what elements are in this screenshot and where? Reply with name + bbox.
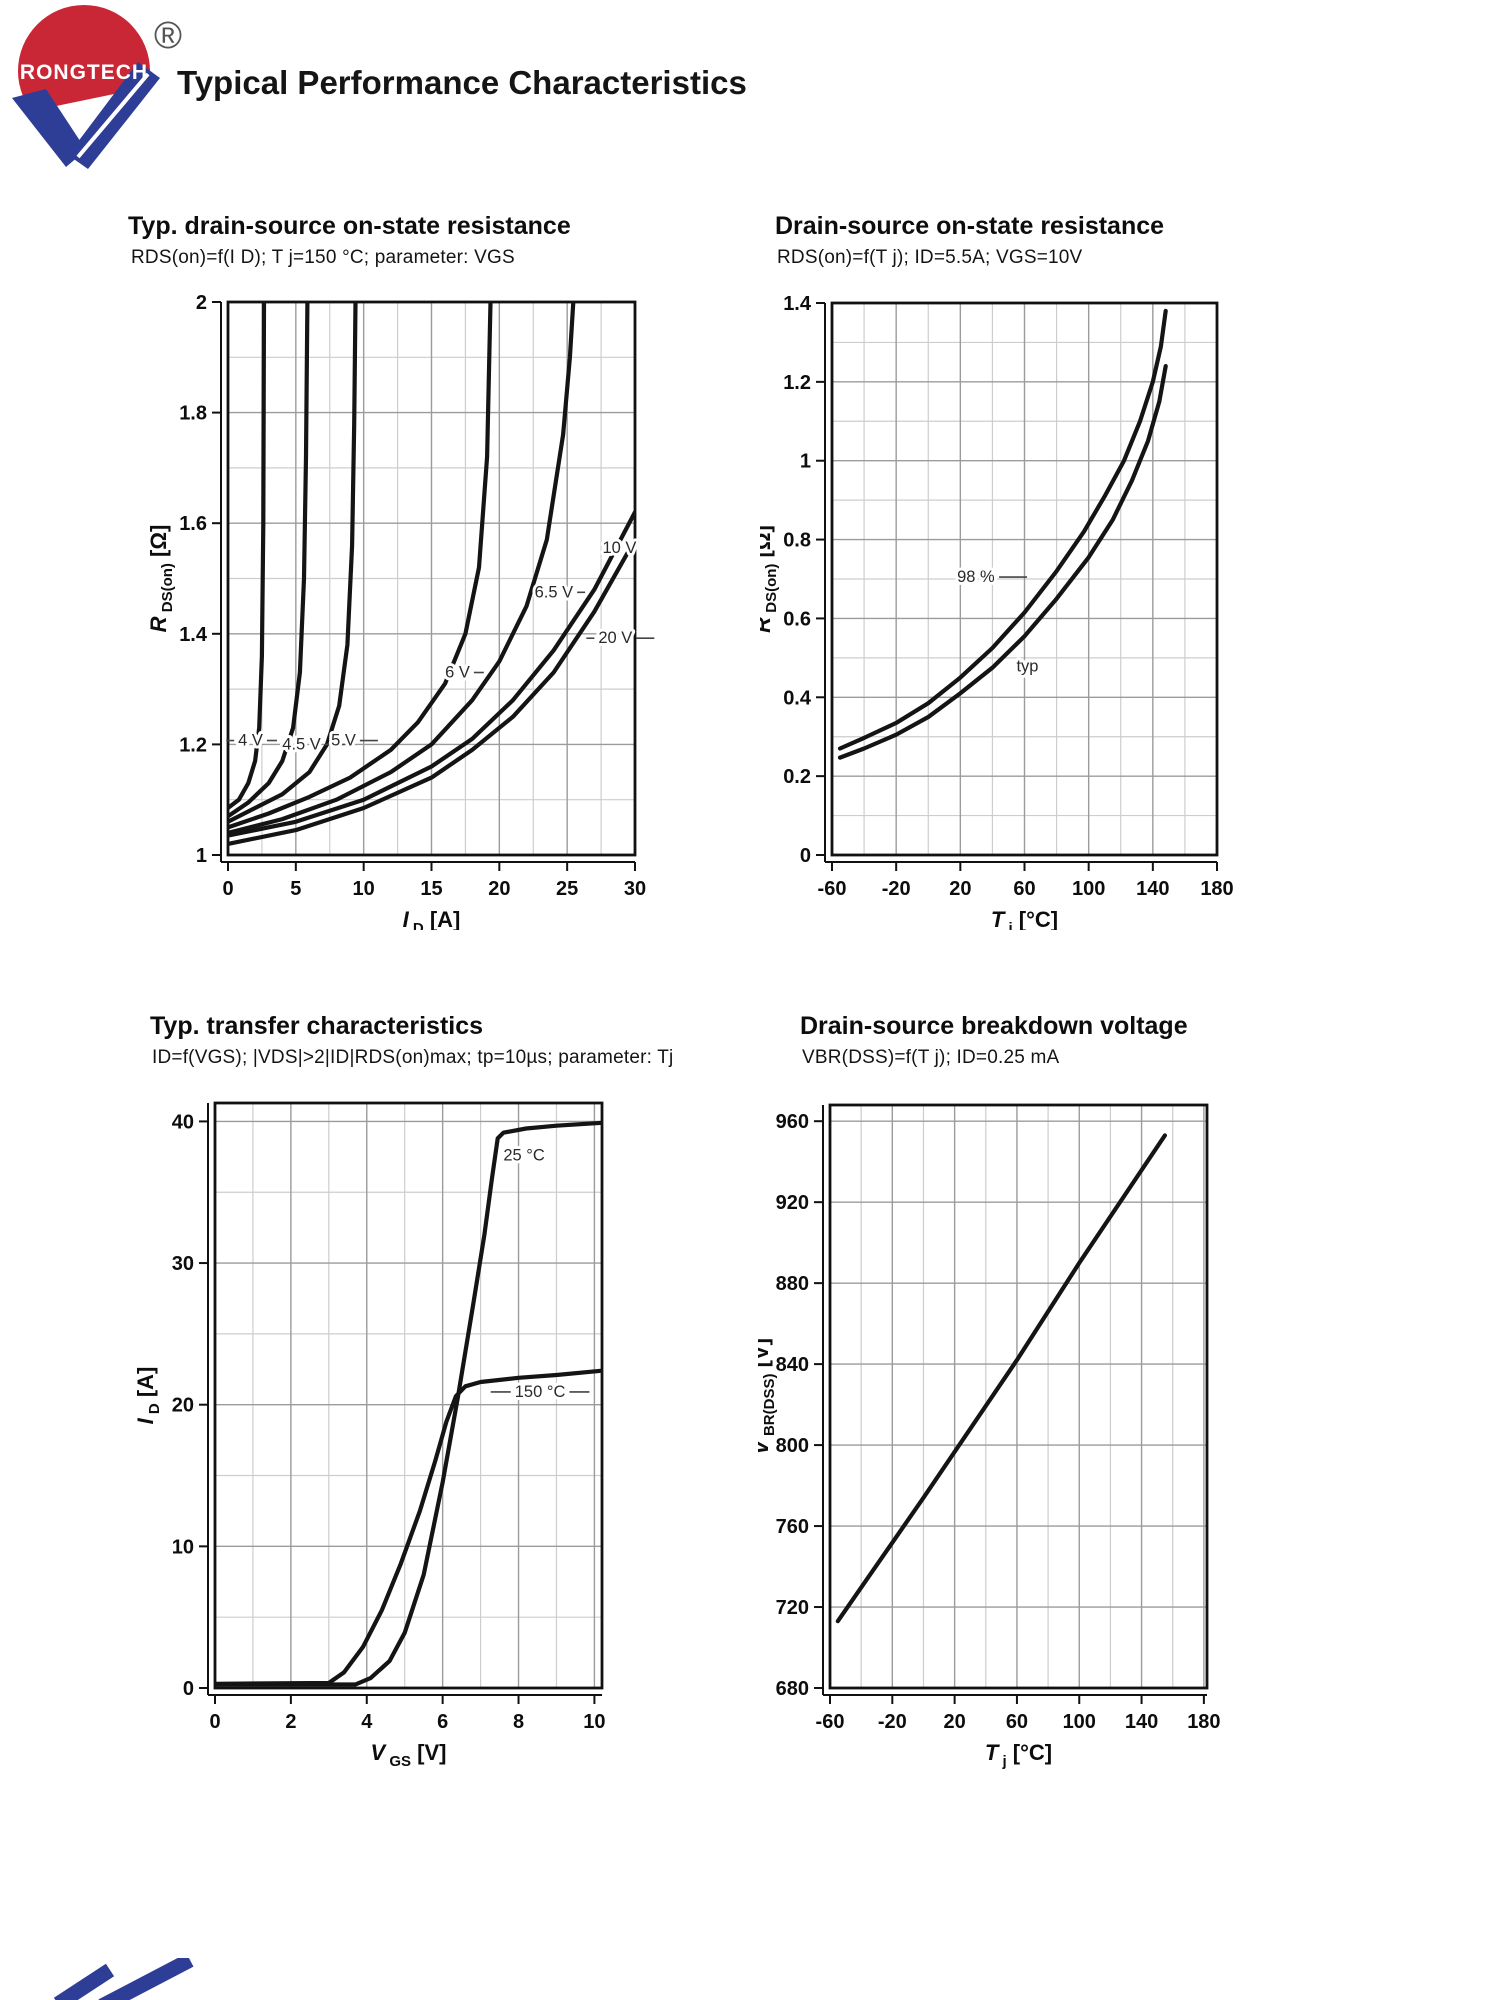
svg-text:10: 10 — [172, 1536, 194, 1558]
chart-figure-breakdown: -60 -20 20 60 100 140 180 960 920 880 840 800 760 720… — [758, 1103, 1221, 1770]
logo-v-left — [12, 89, 86, 167]
chart3-title: Typ. transfer characteristics — [150, 1012, 484, 1040]
svg-text:10 V: 10 V — [602, 539, 636, 557]
svg-text:typ: typ — [1016, 658, 1038, 676]
svg-text:6.5 V: 6.5 V — [535, 583, 574, 601]
svg-text:800: 800 — [776, 1435, 809, 1457]
svg-text:-20: -20 — [878, 1711, 907, 1733]
svg-text:T j [°C]: T j [°C] — [991, 907, 1058, 930]
svg-text:0.2: 0.2 — [783, 766, 811, 788]
svg-text:1.8: 1.8 — [179, 403, 207, 425]
svg-text:-60: -60 — [816, 1711, 845, 1733]
svg-text:0.4: 0.4 — [783, 687, 812, 709]
svg-text:20: 20 — [949, 878, 971, 900]
svg-text:20: 20 — [944, 1711, 966, 1733]
page-title: Typical Performance Characteristics — [177, 64, 747, 101]
svg-text:140: 140 — [1125, 1711, 1158, 1733]
svg-text:25: 25 — [556, 878, 578, 900]
svg-text:6 V: 6 V — [445, 664, 470, 682]
chart2-title: Drain-source on-state resistance — [775, 212, 1165, 240]
svg-text:1.2: 1.2 — [783, 372, 811, 394]
svg-text:20 V: 20 V — [598, 629, 632, 647]
svg-text:1.4: 1.4 — [179, 624, 208, 646]
logo-v-split — [76, 72, 150, 159]
svg-text:-20: -20 — [882, 878, 911, 900]
chart4-subtitle: VBR(DSS)=f(T j); ID=0.25 mA — [802, 1047, 1060, 1068]
svg-text:920: 920 — [776, 1192, 809, 1214]
svg-text:98 %: 98 % — [957, 568, 995, 586]
svg-text:840: 840 — [776, 1354, 809, 1376]
svg-text:960: 960 — [776, 1111, 809, 1133]
svg-text:20: 20 — [172, 1395, 194, 1417]
svg-text:0.8: 0.8 — [783, 530, 811, 552]
svg-text:880: 880 — [776, 1273, 809, 1295]
svg-text:I D [A]: I D [A] — [403, 907, 461, 930]
svg-text:0: 0 — [222, 878, 233, 900]
svg-text:2: 2 — [285, 1711, 296, 1733]
chart-figure-rdson-vs-id: 0 5 10 15 20 25 30 2 1.8 1.6 1.4 1.2 1 I D [A] R DS(on… — [146, 292, 655, 930]
svg-text:V BR(DSS) [V]: V BR(DSS) [V] — [758, 1338, 778, 1455]
rongtech-logo: RONGTECH ® — [8, 5, 182, 174]
svg-text:30: 30 — [624, 878, 646, 900]
partial-logo-mark — [53, 1958, 194, 2000]
svg-text:0: 0 — [800, 845, 811, 867]
svg-text:1.4: 1.4 — [783, 293, 812, 315]
svg-text:40: 40 — [172, 1111, 194, 1133]
svg-text:0: 0 — [209, 1711, 220, 1733]
svg-text:1: 1 — [196, 845, 207, 867]
svg-text:20: 20 — [488, 878, 510, 900]
svg-text:760: 760 — [776, 1516, 809, 1538]
svg-text:10: 10 — [353, 878, 375, 900]
svg-text:150 °C: 150 °C — [515, 1383, 566, 1401]
chart-figure-rdson-vs-tj: -60 -20 20 60 100 140 180 1.4 1.2 1 0.8 0.6 0.4 0.2 0 T… — [760, 293, 1234, 930]
registered-mark: ® — [154, 15, 182, 57]
chart1-subtitle: RDS(on)=f(I D); T j=150 °C; parameter: V… — [131, 247, 515, 268]
svg-text:1.2: 1.2 — [179, 734, 207, 756]
svg-text:180: 180 — [1187, 1711, 1220, 1733]
svg-text:15: 15 — [420, 878, 442, 900]
svg-text:-60: -60 — [818, 878, 847, 900]
svg-text:5: 5 — [290, 878, 301, 900]
logo-brand-text: RONGTECH — [20, 61, 148, 84]
svg-text:8: 8 — [513, 1711, 524, 1733]
chart1-title: Typ. drain-source on-state resistance — [128, 212, 571, 240]
svg-text:4.5 V: 4.5 V — [282, 735, 321, 753]
svg-text:2: 2 — [196, 292, 207, 314]
svg-text:140: 140 — [1136, 878, 1169, 900]
svg-text:1: 1 — [800, 451, 811, 473]
chart4-title: Drain-source breakdown voltage — [800, 1012, 1188, 1040]
partial-logo-stroke-right — [98, 1958, 194, 2000]
svg-text:4: 4 — [361, 1711, 373, 1733]
chart2-subtitle: RDS(on)=f(T j); ID=5.5A; VGS=10V — [777, 247, 1083, 268]
svg-text:V GS [V]: V GS [V] — [371, 1740, 447, 1770]
svg-text:6: 6 — [437, 1711, 448, 1733]
svg-text:30: 30 — [172, 1253, 194, 1275]
svg-text:100: 100 — [1072, 878, 1105, 900]
svg-text:720: 720 — [776, 1597, 809, 1619]
svg-text:100: 100 — [1063, 1711, 1096, 1733]
svg-text:0.6: 0.6 — [783, 608, 811, 630]
svg-text:R DS(on) [Ω]: R DS(on) [Ω] — [146, 525, 176, 633]
svg-text:T j [°C]: T j [°C] — [985, 1740, 1052, 1770]
svg-text:1.6: 1.6 — [179, 513, 207, 535]
svg-text:25 °C: 25 °C — [503, 1146, 545, 1164]
chart-figure-transfer: 0 2 4 6 8 10 0 10 20 30 40 V GS [V] I D [A] 25 °C 150 … — [133, 1101, 606, 1770]
svg-text:0: 0 — [183, 1678, 194, 1700]
svg-text:180: 180 — [1200, 878, 1233, 900]
svg-text:I D [A]: I D [A] — [133, 1367, 163, 1425]
svg-text:10: 10 — [583, 1711, 605, 1733]
chart3-subtitle: ID=f(VGS); |VDS|>2|ID|RDS(on)max; tp=10µ… — [152, 1047, 674, 1068]
svg-text:R DS(on) [Ω]: R DS(on) [Ω] — [760, 525, 780, 633]
partial-logo-stroke-left — [53, 1963, 115, 2000]
svg-text:5 V: 5 V — [331, 732, 356, 750]
svg-text:680: 680 — [776, 1678, 809, 1700]
svg-text:60: 60 — [1006, 1711, 1028, 1733]
svg-text:4 V: 4 V — [238, 732, 263, 750]
svg-text:60: 60 — [1013, 878, 1035, 900]
